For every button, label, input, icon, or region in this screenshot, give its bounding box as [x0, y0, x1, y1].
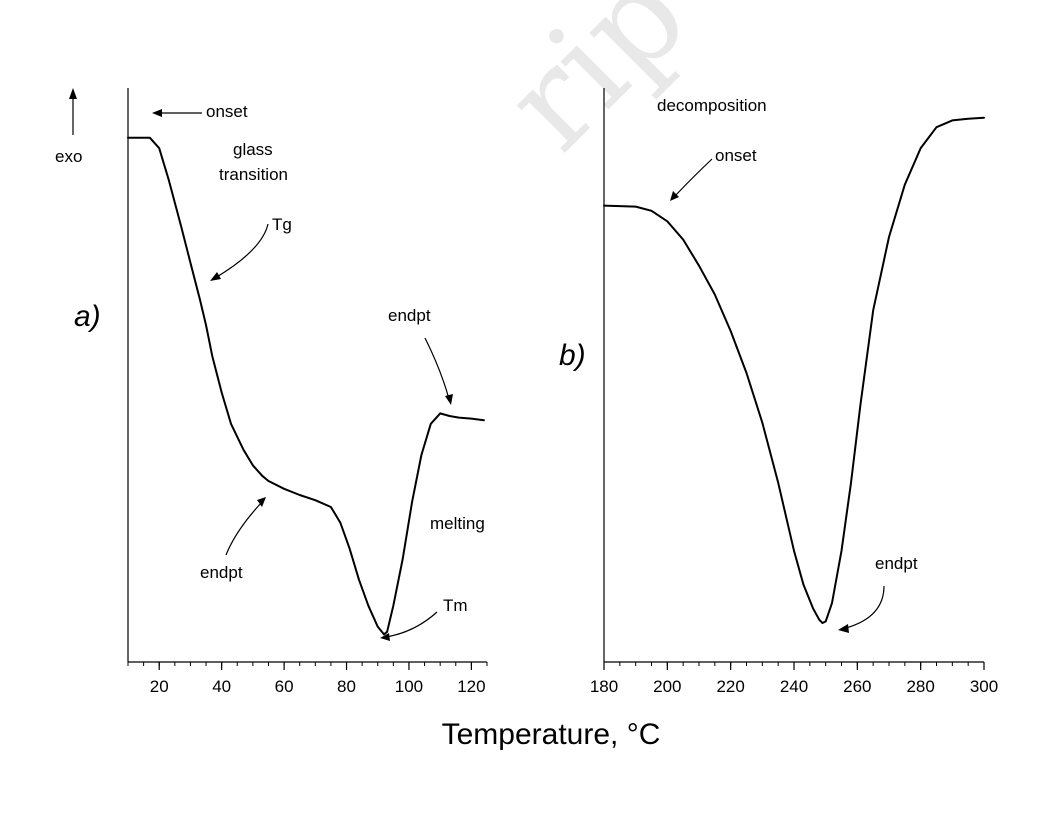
panel-b-label: b): [559, 339, 586, 372]
x-tick-label: 180: [590, 677, 618, 696]
exo-label: exo: [55, 147, 82, 166]
arrowhead-a-onset-icon: [152, 109, 162, 117]
arrow-a-endpt-upper: [424, 337, 450, 400]
panel-a-label: a): [74, 300, 101, 333]
annot-a-endpt-lower: endpt: [200, 563, 243, 582]
arrowhead-a-endpt-upper-icon: [445, 394, 453, 405]
arrowhead-a-endpt-lower-icon: [257, 497, 266, 507]
x-tick-label: 100: [395, 677, 423, 696]
arrow-a-tg: [214, 223, 269, 279]
exo-arrow-head-icon: [69, 88, 77, 99]
annot-a-endpt-upper: endpt: [388, 306, 431, 325]
arrowhead-a-tg-icon: [210, 272, 221, 281]
annot-a-tg: Tg: [272, 215, 292, 234]
arrow-a-tm: [385, 611, 438, 638]
x-tick-label: 220: [716, 677, 744, 696]
annot-b-decomposition: decomposition: [657, 96, 767, 115]
dsc-curve-panel-a: [127, 136, 485, 636]
annot-a-glass: glass: [233, 140, 273, 159]
x-tick-label: 300: [970, 677, 998, 696]
x-tick-label: 40: [212, 677, 231, 696]
x-tick-label: 60: [275, 677, 294, 696]
arrow-b-endpt: [845, 585, 885, 629]
annot-b-endpt: endpt: [875, 554, 918, 573]
arrowhead-b-endpt-icon: [838, 624, 849, 633]
arrowhead-b-onset-icon: [670, 191, 679, 201]
annot-a-tm: Tm: [443, 596, 468, 615]
annot-a-transition: transition: [219, 165, 288, 184]
arrowhead-a-tm-icon: [380, 633, 390, 641]
arrow-b-onset: [673, 158, 713, 198]
x-tick-label: 200: [653, 677, 681, 696]
annot-a-melting: melting: [430, 514, 485, 533]
arrow-a-endpt-lower: [225, 501, 263, 556]
watermark: rip: [476, 0, 716, 179]
x-tick-label: 20: [150, 677, 169, 696]
x-tick-label: 120: [457, 677, 485, 696]
annot-b-onset: onset: [715, 146, 757, 165]
annot-a-onset: onset: [206, 102, 248, 121]
x-tick-label: 240: [780, 677, 808, 696]
dsc-curve-panel-b: [603, 116, 985, 624]
x-axis-title: Temperature, °C: [442, 718, 661, 751]
x-tick-label: 280: [906, 677, 934, 696]
x-tick-label: 80: [337, 677, 356, 696]
x-tick-label: 260: [843, 677, 871, 696]
